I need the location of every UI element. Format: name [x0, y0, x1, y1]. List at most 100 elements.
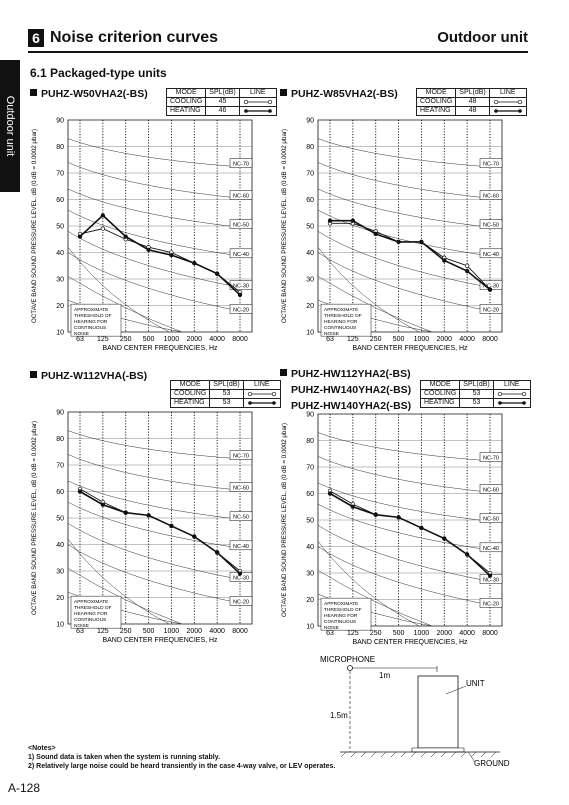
- y-tick-label: 20: [306, 597, 314, 604]
- nc-curve: [317, 525, 503, 584]
- spl-table: MODE SPL(dB) LINE COOLING 53 HEATING 53: [419, 380, 531, 408]
- y-axis-label: OCTAVE BAND SOUND PRESSURE LEVEL, dB (0 …: [31, 421, 38, 615]
- nc-curve: [67, 501, 253, 551]
- model-name: PUHZ-HW112YHA2(-BS): [291, 368, 411, 380]
- spl-cell: 45: [205, 97, 240, 107]
- x-tick-label: 8000: [232, 628, 248, 635]
- y-tick-label: 60: [56, 489, 64, 496]
- data-point: [396, 515, 401, 520]
- threshold-curve: [67, 247, 170, 333]
- nc-curve: [67, 276, 183, 333]
- x-tick-label: 500: [143, 336, 155, 343]
- nc-label: NC-50: [233, 515, 249, 521]
- data-point: [146, 247, 151, 253]
- data-point: [237, 571, 243, 576]
- nc-label: NC-20: [483, 307, 499, 313]
- nc-label-box: [479, 219, 503, 229]
- nc-label-box: [229, 304, 253, 314]
- mode-cell: HEATING: [419, 398, 461, 408]
- threshold-note-line: THRESHOLD OF: [324, 607, 362, 613]
- nc-label: NC-60: [233, 486, 249, 492]
- nc-curve: [67, 188, 253, 229]
- model-name: PUHZ-W50VHA2(-BS): [41, 88, 148, 100]
- threshold-note-line: HEARING FOR: [74, 319, 108, 325]
- y-tick-label: 90: [306, 118, 314, 125]
- y-tick-label: 30: [56, 569, 64, 576]
- bullet-square: [280, 369, 287, 376]
- y-tick-label: 60: [306, 491, 314, 498]
- x-tick-label: 8000: [482, 336, 498, 343]
- threshold-note-line: THRESHOLD OF: [324, 313, 362, 319]
- y-tick-label: 40: [56, 542, 64, 549]
- threshold-note-line: APPROXIMATE: [74, 307, 108, 313]
- y-tick-label: 60: [56, 197, 64, 204]
- nc-label: NC-70: [483, 162, 499, 168]
- x-tick-label: 250: [120, 336, 132, 343]
- y-tick-label: 60: [306, 197, 314, 204]
- x-axis-label: BAND CENTER FREQUENCIES, Hz: [352, 345, 468, 352]
- distance-1m-label: 1m: [379, 671, 390, 680]
- nc-label-box: [479, 484, 503, 494]
- subsection-title: 6.1 Packaged-type units: [30, 66, 167, 80]
- section-number: 6: [28, 29, 44, 47]
- nc-curve: [67, 162, 253, 200]
- nc-label-box: [479, 452, 503, 462]
- nc-label-box: [229, 511, 253, 521]
- data-point: [100, 502, 106, 507]
- nc-label: NC-50: [483, 223, 499, 229]
- y-tick-label: 80: [56, 144, 64, 151]
- x-tick-label: 4000: [209, 628, 225, 635]
- line-header: LINE: [488, 88, 527, 98]
- nc-label-box: [229, 482, 253, 492]
- series-line: [79, 490, 241, 575]
- nc-chart: 90 80 70 60 50 40 30 20 10 63 125 250 500 1000 2000 400…: [281, 118, 503, 352]
- threshold-note-line: NOISE: [324, 625, 339, 631]
- threshold-note-box: [320, 303, 372, 337]
- mode-header: MODE: [165, 88, 207, 98]
- data-point: [487, 573, 493, 578]
- y-tick-label: 30: [306, 277, 314, 284]
- spl-cell: 48: [455, 106, 490, 116]
- nc-label: NC-40: [483, 252, 499, 258]
- nc-curve: [67, 231, 253, 290]
- data-point: [100, 226, 106, 231]
- nc-label: NC-40: [233, 544, 249, 550]
- spl-cell: 53: [459, 389, 494, 399]
- header-rule: [28, 51, 528, 53]
- y-axis-label: OCTAVE BAND SOUND PRESSURE LEVEL, dB (0 …: [281, 423, 288, 617]
- data-point: [192, 260, 197, 266]
- data-point: [327, 491, 333, 496]
- notes-title: <Notes>: [28, 745, 56, 752]
- data-point: [169, 252, 174, 258]
- nc-label-box: [229, 540, 253, 551]
- nc-curve: [317, 209, 503, 259]
- nc-label: NC-60: [483, 488, 499, 494]
- line-header: LINE: [492, 380, 531, 390]
- data-point: [192, 534, 197, 539]
- data-point: [214, 271, 220, 276]
- threshold-note-line: CONTINUOUS: [74, 617, 106, 623]
- nc-label: NC-30: [483, 578, 499, 584]
- nc-curve: [317, 188, 503, 229]
- nc-label-box: [229, 596, 253, 606]
- threshold-curve: [317, 541, 420, 627]
- y-tick-label: 90: [56, 118, 64, 125]
- data-point: [464, 268, 470, 274]
- notes: <Notes> 1) Sound data is taken when the …: [28, 744, 335, 771]
- model-name-line-2: PUHZ-HW140YHA2(-BS): [291, 384, 412, 396]
- microphone-icon: [347, 665, 353, 671]
- nc-label-box: [479, 513, 503, 523]
- nc-curve: [67, 544, 253, 606]
- threshold-note-box: [70, 595, 122, 629]
- threshold-note-line: NOISE: [324, 331, 339, 337]
- model-name-line-1: PUHZ-HW112YHA2(-BS): [280, 366, 411, 382]
- bullet-square: [30, 371, 37, 378]
- nc-curve: [67, 480, 253, 521]
- line-header: LINE: [238, 88, 277, 98]
- y-tick-label: 50: [56, 516, 64, 523]
- unit-base: [411, 747, 465, 753]
- nc-curve: [317, 456, 503, 494]
- threshold-curve: [67, 539, 170, 625]
- ground-hatch: [340, 751, 497, 758]
- line-open-icon: [488, 97, 527, 107]
